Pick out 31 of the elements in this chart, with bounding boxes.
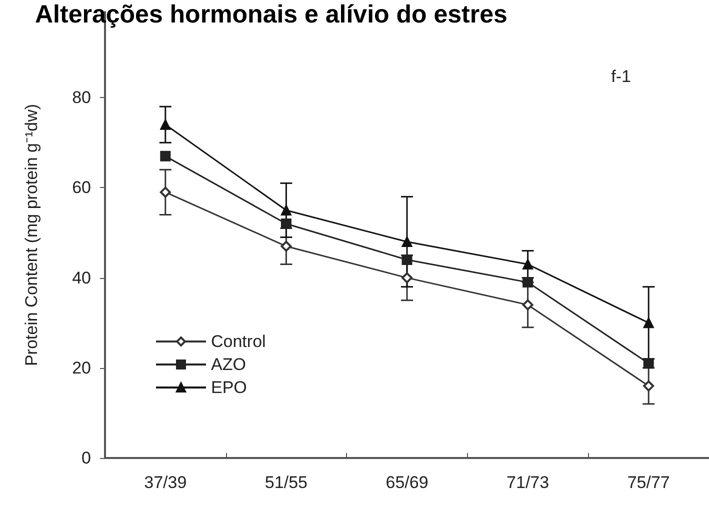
point (280, 204, 292, 216)
point (643, 380, 654, 392)
y-tick-label: 20 (72, 358, 91, 378)
point (522, 299, 534, 310)
annotation: f-1 (611, 67, 632, 86)
point (402, 254, 412, 266)
x-tick-label: 65/69 (386, 473, 428, 492)
legend-label: EPO (211, 378, 247, 397)
y-tick-label: 0 (82, 448, 91, 468)
point (280, 240, 292, 252)
point (160, 150, 171, 162)
y-tick-label: 80 (72, 88, 91, 108)
y-tick-label: 60 (72, 178, 91, 198)
point (402, 272, 412, 284)
x-tick-label: 51/55 (264, 473, 308, 492)
point (160, 186, 171, 198)
x-tick-label: 71/73 (506, 473, 550, 492)
point (402, 236, 412, 248)
chart-title: Alterações hormonais e alívio do estres (35, 0, 508, 28)
x-tick-label: 37/39 (144, 473, 187, 492)
point (643, 318, 654, 328)
legend-label: AZO (211, 355, 246, 374)
point (280, 218, 292, 229)
legend-label: Control (211, 332, 266, 351)
x-tick-label: 75/77 (627, 473, 670, 492)
point (522, 277, 534, 288)
point (160, 119, 171, 130)
point (522, 259, 534, 270)
point (643, 358, 654, 369)
y-tick-label: 40 (72, 268, 91, 288)
y-axis-title: Protein Content (mg protein g⁻¹dw) (22, 104, 41, 366)
